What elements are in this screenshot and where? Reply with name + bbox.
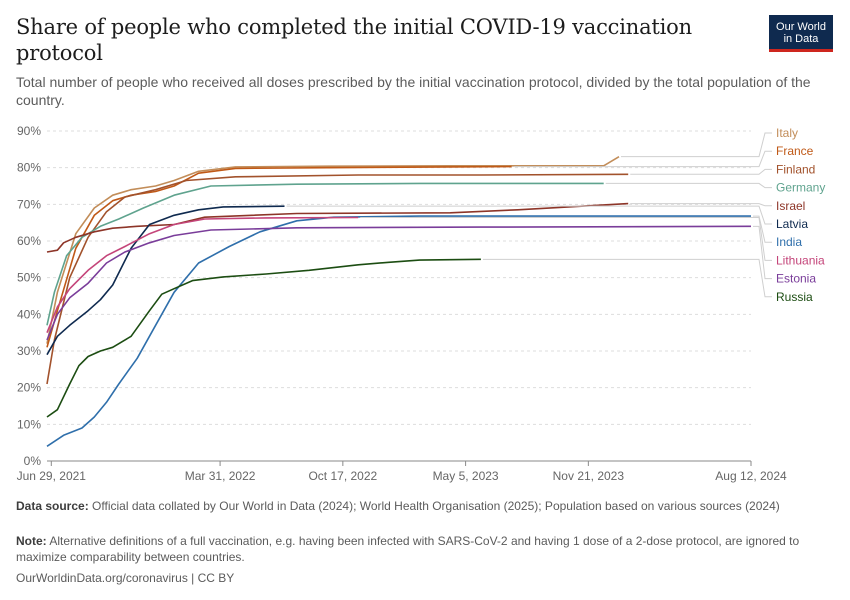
legend-connector bbox=[621, 132, 772, 158]
legend-label-russia: Russia bbox=[776, 290, 813, 304]
logo-line-2: in Data bbox=[783, 33, 819, 45]
x-tick-label: Jun 29, 2021 bbox=[17, 469, 87, 483]
series-line-india bbox=[46, 215, 751, 447]
note-label: Note: bbox=[16, 534, 47, 548]
series-line-israel bbox=[46, 202, 629, 253]
x-tick-label: Mar 31, 2022 bbox=[185, 469, 256, 483]
legend-label-india: India bbox=[776, 235, 802, 249]
note-text: Alternative definitions of a full vaccin… bbox=[16, 534, 800, 564]
y-tick-label: 60% bbox=[17, 234, 41, 248]
data-source-text: Official data collated by Our World in D… bbox=[92, 499, 780, 513]
series-line-russia bbox=[46, 258, 481, 418]
series-line-latvia bbox=[46, 205, 285, 356]
legend-connector bbox=[753, 215, 772, 243]
x-tick-label: May 5, 2023 bbox=[433, 469, 499, 483]
x-tick-label: Nov 21, 2023 bbox=[553, 469, 625, 483]
legend-label-lithuania: Lithuania bbox=[776, 253, 825, 267]
legend-label-estonia: Estonia bbox=[776, 272, 816, 286]
legend-connector bbox=[630, 168, 772, 175]
legend-label-france: France bbox=[776, 144, 814, 158]
owid-logo[interactable]: Our World in Data bbox=[769, 15, 833, 52]
legend-label-latvia: Latvia bbox=[776, 217, 808, 231]
legend-connector bbox=[286, 205, 772, 225]
chart-subtitle: Total number of people who received all … bbox=[16, 74, 811, 108]
series-line-france bbox=[46, 165, 512, 348]
legend-connector bbox=[753, 225, 772, 280]
data-source: Data source: Official data collated by O… bbox=[16, 498, 816, 514]
y-tick-label: 70% bbox=[17, 197, 41, 211]
y-tick-label: 20% bbox=[17, 381, 41, 395]
legend-connector bbox=[482, 258, 772, 298]
legend-label-germany: Germany bbox=[776, 181, 825, 195]
legend-label-italy: Italy bbox=[776, 126, 798, 140]
y-tick-label: 30% bbox=[17, 344, 41, 358]
legend-connector bbox=[630, 203, 772, 207]
series-line-germany bbox=[46, 182, 604, 326]
series-line-finland bbox=[46, 173, 629, 385]
x-tick-label: Oct 17, 2022 bbox=[308, 469, 377, 483]
legend-connector bbox=[513, 150, 772, 168]
legend-label-finland: Finland bbox=[776, 162, 815, 176]
data-source-label: Data source: bbox=[16, 499, 89, 513]
y-tick-label: 40% bbox=[17, 307, 41, 321]
legend-connector bbox=[360, 217, 772, 261]
logo-line-1: Our World bbox=[776, 21, 826, 33]
y-tick-label: 90% bbox=[17, 124, 41, 138]
chart-title: Share of people who completed the initia… bbox=[16, 15, 692, 65]
y-tick-label: 80% bbox=[17, 161, 41, 175]
legend-connector bbox=[605, 182, 772, 189]
credit-link[interactable]: OurWorldinData.org/coronavirus | CC BY bbox=[16, 571, 235, 585]
legend-label-israel: Israel bbox=[776, 199, 805, 213]
x-tick-label: Aug 12, 2024 bbox=[715, 469, 787, 483]
y-tick-label: 0% bbox=[24, 454, 42, 468]
series-line-italy bbox=[46, 156, 620, 344]
y-tick-label: 10% bbox=[17, 417, 41, 431]
y-tick-label: 50% bbox=[17, 271, 41, 285]
series-line-lithuania bbox=[46, 216, 359, 334]
series-line-estonia bbox=[46, 225, 752, 341]
chart-note: Note: Alternative definitions of a full … bbox=[16, 533, 816, 565]
